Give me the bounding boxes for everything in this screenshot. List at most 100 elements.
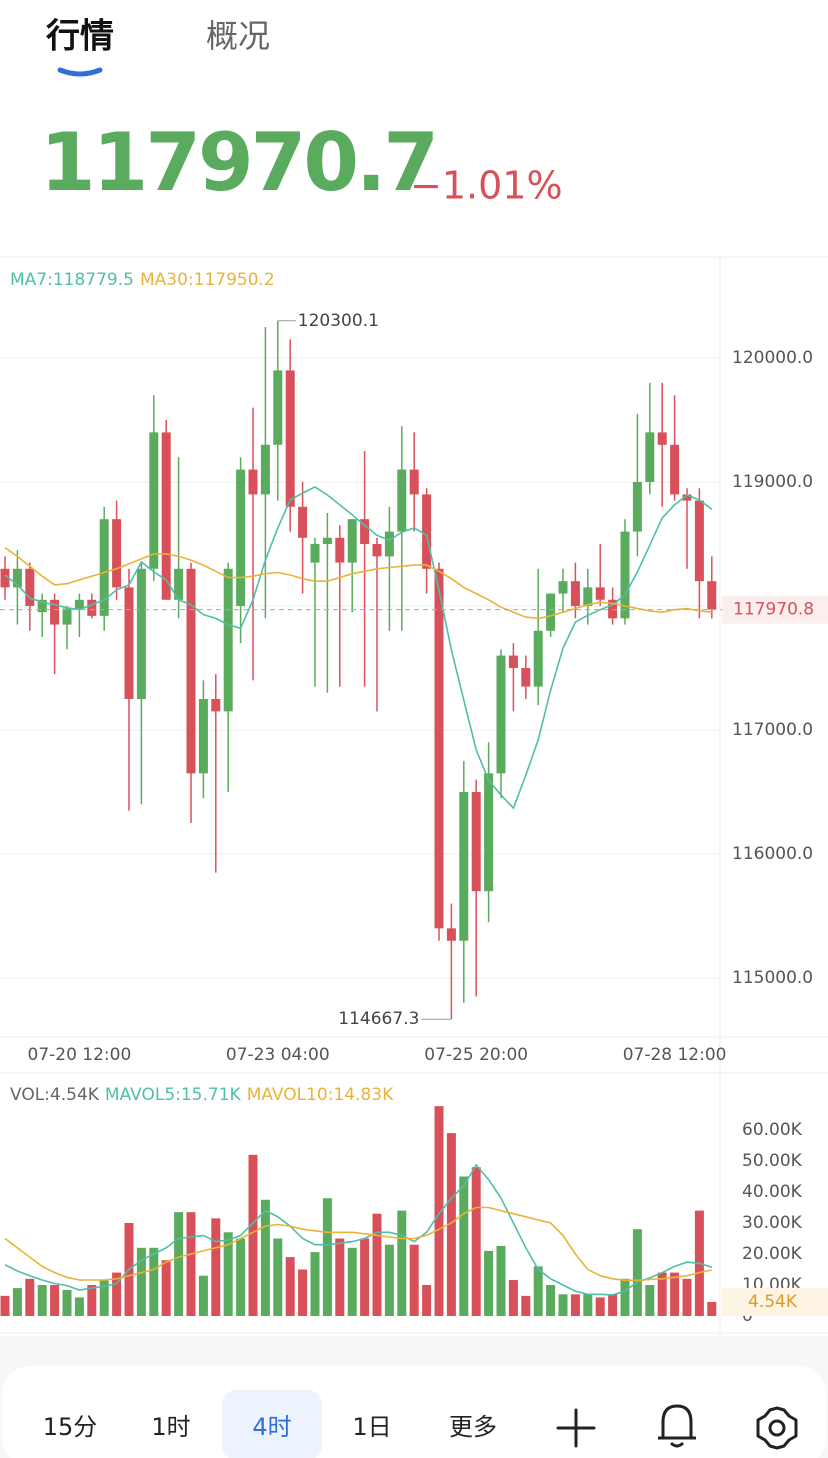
candle-body xyxy=(645,432,655,482)
timeframe-selected[interactable]: 4时 xyxy=(252,1413,291,1441)
legend-item: MA7:118779.5 xyxy=(10,270,134,290)
candle-body xyxy=(50,599,60,625)
candle-body xyxy=(0,568,10,588)
candle-body xyxy=(99,519,109,616)
volume-bar xyxy=(434,1106,444,1316)
charts: 115000.0116000.0117000.0118000.0119000.0… xyxy=(0,270,828,1326)
candle-body xyxy=(446,928,456,941)
candle-body xyxy=(570,581,580,606)
candle-body xyxy=(223,568,233,712)
current-volume-label: 4.54K xyxy=(748,1292,798,1312)
volume-bar xyxy=(508,1280,518,1316)
candle-body xyxy=(260,444,270,495)
candle-body xyxy=(12,568,22,588)
candle-body xyxy=(608,599,618,619)
volume-bar xyxy=(620,1278,630,1316)
candle-body xyxy=(372,543,382,557)
current-volume-bg xyxy=(722,1287,828,1316)
candle-body xyxy=(682,494,692,501)
candle-body xyxy=(471,791,481,892)
volume-bar xyxy=(112,1272,122,1316)
volume-bar xyxy=(236,1238,246,1316)
candle-body xyxy=(25,568,35,606)
y-tick-label: 116000.0 xyxy=(732,844,813,864)
y-tick-label: 120000.0 xyxy=(732,348,813,368)
candle-body xyxy=(384,531,394,557)
timeframe[interactable]: 1日 xyxy=(352,1413,391,1441)
volume-bar xyxy=(87,1285,97,1316)
volume-bar xyxy=(595,1297,605,1316)
volume-bar xyxy=(149,1247,159,1316)
volume-bar xyxy=(632,1229,642,1316)
candle-body xyxy=(211,698,221,712)
candle-body xyxy=(285,370,295,507)
candle-body xyxy=(198,698,208,774)
volume-bar xyxy=(682,1278,692,1316)
candle-body xyxy=(124,587,134,699)
candle-body xyxy=(533,630,543,687)
tab[interactable]: 概况 xyxy=(206,17,270,55)
y-tick-label: 50.00K xyxy=(742,1151,803,1171)
volume-bar xyxy=(521,1295,531,1316)
volume-bar xyxy=(372,1213,382,1316)
candle-body xyxy=(161,432,171,600)
volume-bar xyxy=(322,1198,332,1316)
candle-body xyxy=(583,587,593,606)
volume-bar xyxy=(12,1288,22,1316)
volume-bar xyxy=(223,1232,233,1316)
candle-body xyxy=(496,655,506,774)
tab-underline xyxy=(57,67,103,77)
candle-body xyxy=(37,599,47,613)
y-tick-label: 30.00K xyxy=(742,1213,803,1233)
volume-bar xyxy=(335,1238,345,1316)
candle-body xyxy=(670,444,680,495)
volume-bar xyxy=(484,1250,494,1316)
volume-bar xyxy=(471,1167,481,1316)
volume-bar xyxy=(446,1133,456,1316)
ma-line xyxy=(4,1163,713,1296)
volume-bar xyxy=(161,1260,171,1316)
candle-body xyxy=(174,568,184,600)
tab-active[interactable]: 行情 xyxy=(46,17,114,57)
timeframe[interactable]: 1时 xyxy=(151,1413,190,1441)
add-icon[interactable] xyxy=(556,1408,596,1448)
volume-bar xyxy=(298,1269,308,1316)
candle-body xyxy=(694,500,704,582)
volume-bar xyxy=(347,1247,357,1316)
volume-bar xyxy=(273,1238,283,1316)
candle-body xyxy=(657,432,667,445)
volume-bar xyxy=(285,1257,295,1316)
legend-item: VOL:4.54K xyxy=(10,1085,100,1105)
volume-bar xyxy=(397,1210,407,1316)
settings-icon[interactable] xyxy=(756,1406,798,1450)
timeframe-more[interactable]: 更多 xyxy=(449,1413,497,1441)
candle-body xyxy=(322,537,332,544)
candle-body xyxy=(707,581,717,610)
low-label: 114667.3 xyxy=(338,1009,419,1029)
toolbar xyxy=(2,1366,826,1458)
volume-bar xyxy=(384,1244,394,1316)
y-tick-label: 115000.0 xyxy=(732,968,813,988)
volume-bar xyxy=(546,1285,556,1316)
volume-bar xyxy=(657,1272,667,1316)
candle-body xyxy=(508,655,518,668)
y-tick-label: 20.00K xyxy=(742,1244,803,1264)
candle-body xyxy=(397,469,407,532)
last-price: 117970.7 xyxy=(40,116,436,209)
volume-bar xyxy=(99,1280,109,1316)
candle-body xyxy=(360,519,370,544)
alert-icon[interactable] xyxy=(658,1404,696,1448)
price-change: −1.01% xyxy=(410,164,563,208)
volume-bar xyxy=(136,1247,146,1316)
volume-bar xyxy=(670,1272,680,1316)
ma-line xyxy=(4,1206,712,1282)
y-tick-label: 117000.0 xyxy=(732,720,813,740)
x-tick-label: 07-20 12:00 xyxy=(28,1045,132,1065)
candle-body xyxy=(310,543,320,563)
volume-bar xyxy=(62,1289,72,1316)
timeframe[interactable]: 15分 xyxy=(43,1413,98,1441)
candle-body xyxy=(409,469,419,495)
candle-body xyxy=(149,432,159,569)
candle-body xyxy=(248,469,258,495)
